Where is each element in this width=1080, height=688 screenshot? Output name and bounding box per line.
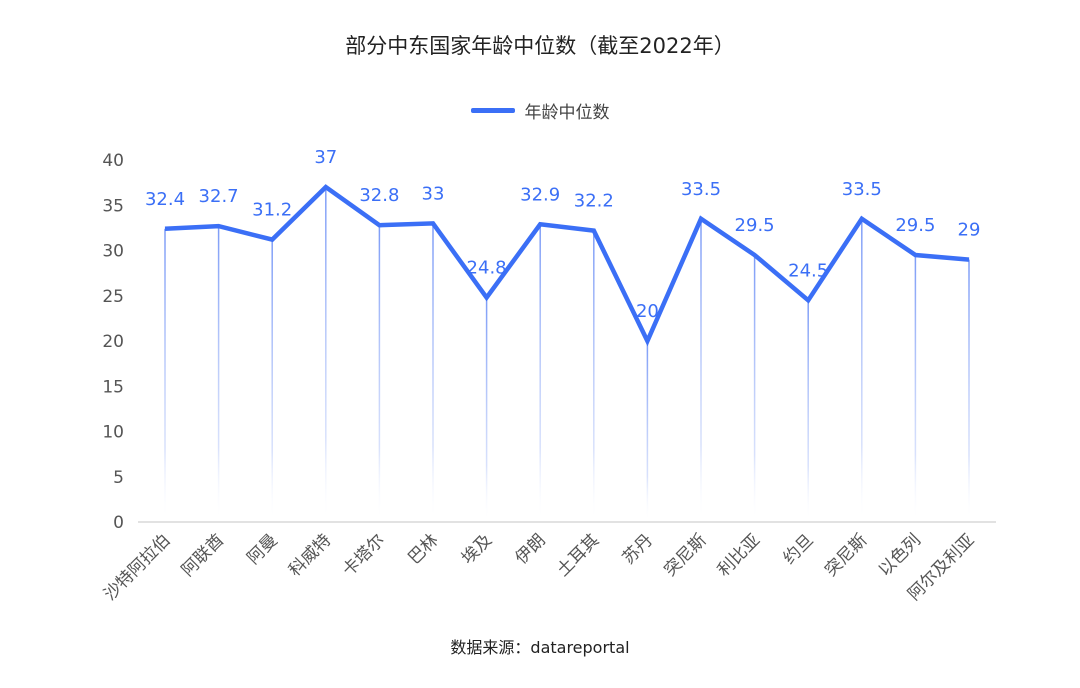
- x-tick-label: 科威特: [285, 530, 335, 580]
- data-label: 20: [636, 301, 659, 322]
- data-label: 24.8: [467, 258, 507, 279]
- y-axis: 0 5 10 15 20 25 30 35 40: [102, 151, 124, 533]
- series-line: [164, 184, 970, 347]
- x-tick-labels: 沙特阿拉伯 阿联酋 阿曼 科威特 卡塔尔 巴林 埃及 伊朗 土耳其 苏丹 突尼斯 利比亚 约旦 突尼斯 以色…: [100, 530, 978, 604]
- x-tick-label: 约旦: [780, 530, 818, 568]
- y-tick-label: 35: [102, 196, 124, 216]
- y-tick-label: 5: [113, 468, 124, 488]
- x-tick-label: 突尼斯: [821, 530, 871, 580]
- x-tick-label: 伊朗: [512, 530, 550, 568]
- drop-line: [485, 297, 488, 522]
- drop-line: [217, 226, 220, 522]
- source-note: 数据来源：datareportal: [450, 638, 630, 657]
- data-label: 32.7: [199, 186, 239, 207]
- data-label: 32.4: [145, 189, 185, 210]
- data-label: 29.5: [895, 215, 935, 236]
- data-label: 32.9: [520, 184, 560, 205]
- y-tick-label: 0: [113, 513, 124, 533]
- x-tick-label: 巴林: [404, 530, 442, 568]
- chart-title: 部分中东国家年龄中位数（截至2022年）: [345, 34, 735, 58]
- x-tick-label: 以色列: [875, 530, 925, 580]
- drop-line: [968, 259, 970, 522]
- x-tick-label: 卡塔尔: [339, 530, 389, 580]
- x-tick-label: 苏丹: [619, 530, 657, 568]
- data-label: 33: [422, 183, 445, 204]
- y-tick-label: 10: [102, 423, 124, 443]
- x-tick-label: 沙特阿拉伯: [100, 530, 174, 604]
- data-label: 32.8: [359, 185, 399, 206]
- drop-line: [753, 255, 756, 522]
- x-tick-label: 利比亚: [714, 530, 764, 580]
- drop-line: [700, 218, 702, 522]
- drop-line: [861, 218, 863, 522]
- x-tick-label: 阿曼: [244, 530, 282, 568]
- x-tick-label: 阿联酋: [178, 530, 228, 580]
- data-label: 32.2: [574, 191, 614, 212]
- x-tick-label: 埃及: [458, 530, 496, 568]
- x-tick-label: 突尼斯: [660, 530, 710, 580]
- y-tick-label: 25: [102, 287, 124, 307]
- drop-lines: [164, 187, 970, 522]
- drop-line: [807, 300, 809, 522]
- data-label: 33.5: [681, 179, 721, 200]
- data-label: 29: [958, 220, 981, 241]
- drop-line: [432, 223, 434, 522]
- data-label: 29.5: [735, 215, 775, 236]
- drop-line: [378, 225, 381, 522]
- y-tick-label: 30: [102, 242, 124, 262]
- x-tick-label: 土耳其: [553, 530, 603, 580]
- drop-line: [271, 239, 273, 522]
- drop-line: [646, 341, 649, 522]
- data-label: 24.5: [788, 260, 828, 281]
- y-tick-label: 20: [102, 332, 124, 352]
- drop-line: [539, 224, 541, 522]
- legend: 年龄中位数: [0, 98, 1080, 123]
- series-median-age: [164, 184, 970, 347]
- legend-label: 年龄中位数: [524, 103, 610, 123]
- drop-line: [164, 228, 166, 522]
- drop-line: [593, 230, 595, 522]
- drop-line: [914, 255, 917, 522]
- data-label: 37: [314, 147, 337, 168]
- y-tick-label: 15: [102, 377, 124, 397]
- data-label: 31.2: [252, 200, 292, 221]
- legend-swatch: [470, 108, 515, 113]
- data-labels: 32.4 32.7 31.2 37 32.8 33 24.8 32.9 32.2 20 33.5 29…: [145, 147, 980, 322]
- drop-line: [325, 187, 327, 522]
- data-label: 33.5: [842, 179, 882, 200]
- y-tick-label: 40: [102, 151, 124, 171]
